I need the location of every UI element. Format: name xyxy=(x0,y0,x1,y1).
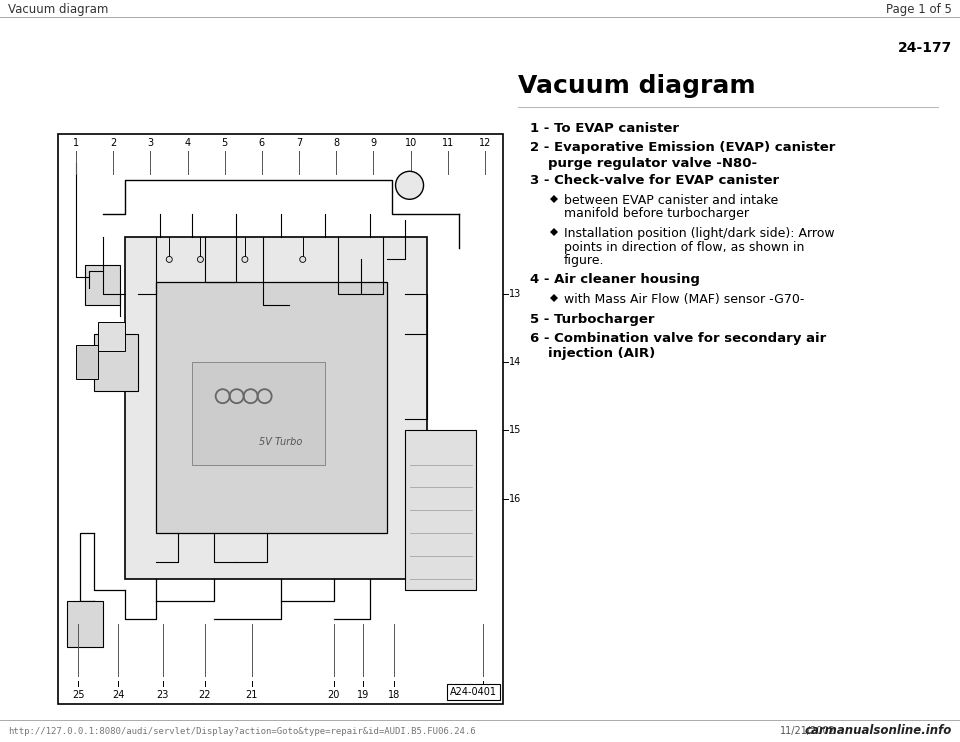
Text: 3 - Check-valve for EVAP canister: 3 - Check-valve for EVAP canister xyxy=(530,174,780,188)
Text: 12: 12 xyxy=(479,138,492,148)
Bar xyxy=(84,265,120,305)
Circle shape xyxy=(242,257,248,263)
Polygon shape xyxy=(550,294,558,302)
Text: 14: 14 xyxy=(509,357,521,367)
Text: 11/21/2002: 11/21/2002 xyxy=(780,726,836,736)
Text: purge regulator valve -N80-: purge regulator valve -N80- xyxy=(548,157,757,170)
Text: 15: 15 xyxy=(509,425,521,436)
Text: 2: 2 xyxy=(110,138,116,148)
Bar xyxy=(405,430,476,590)
Text: 23: 23 xyxy=(156,690,169,700)
Text: 5V Turbo: 5V Turbo xyxy=(259,437,302,447)
Text: 7: 7 xyxy=(296,138,302,148)
Text: 1: 1 xyxy=(73,138,79,148)
Bar xyxy=(191,362,325,464)
Text: Vacuum diagram: Vacuum diagram xyxy=(8,2,108,16)
Text: 6 - Combination valve for secondary air: 6 - Combination valve for secondary air xyxy=(530,332,827,345)
Text: Page 1 of 5: Page 1 of 5 xyxy=(886,2,952,16)
Text: 10: 10 xyxy=(404,138,417,148)
Text: 3: 3 xyxy=(147,138,154,148)
Text: 17: 17 xyxy=(477,690,490,700)
Text: Vacuum diagram: Vacuum diagram xyxy=(518,74,756,98)
Text: 1 - To EVAP canister: 1 - To EVAP canister xyxy=(530,122,679,135)
Text: A24-0401: A24-0401 xyxy=(450,687,497,697)
Text: 21: 21 xyxy=(246,690,258,700)
Text: injection (AIR): injection (AIR) xyxy=(548,347,656,361)
Text: 16: 16 xyxy=(509,493,521,504)
Bar xyxy=(76,345,98,379)
Text: 4: 4 xyxy=(184,138,191,148)
Text: with Mass Air Flow (MAF) sensor -G70-: with Mass Air Flow (MAF) sensor -G70- xyxy=(564,293,804,306)
Bar xyxy=(156,282,387,533)
Text: 8: 8 xyxy=(333,138,339,148)
Text: 11: 11 xyxy=(442,138,454,148)
Text: http://127.0.0.1:8080/audi/servlet/Display?action=Goto&type=repair&id=AUDI.B5.FU: http://127.0.0.1:8080/audi/servlet/Displ… xyxy=(8,726,475,735)
Text: 9: 9 xyxy=(371,138,376,148)
Bar xyxy=(67,602,103,647)
Text: figure.: figure. xyxy=(564,254,605,267)
Text: 24-177: 24-177 xyxy=(898,41,952,55)
Circle shape xyxy=(166,257,172,263)
Text: 20: 20 xyxy=(327,690,340,700)
Polygon shape xyxy=(550,195,558,203)
Text: 5 - Turbocharger: 5 - Turbocharger xyxy=(530,312,655,326)
Text: 4 - Air cleaner housing: 4 - Air cleaner housing xyxy=(530,274,700,286)
Text: 19: 19 xyxy=(357,690,369,700)
Circle shape xyxy=(396,171,423,200)
Bar xyxy=(93,333,138,390)
Text: 2 - Evaporative Emission (EVAP) canister: 2 - Evaporative Emission (EVAP) canister xyxy=(530,142,835,154)
Text: 25: 25 xyxy=(72,690,84,700)
Circle shape xyxy=(198,257,204,263)
Text: between EVAP canister and intake: between EVAP canister and intake xyxy=(564,194,779,207)
Text: 13: 13 xyxy=(509,289,521,298)
Text: 6: 6 xyxy=(259,138,265,148)
Bar xyxy=(98,322,125,351)
Circle shape xyxy=(300,257,305,263)
Text: 18: 18 xyxy=(388,690,400,700)
Text: 24: 24 xyxy=(112,690,124,700)
Text: 5: 5 xyxy=(222,138,228,148)
Text: 22: 22 xyxy=(199,690,211,700)
Text: manifold before turbocharger: manifold before turbocharger xyxy=(564,208,749,220)
Text: carmanualsonline.info: carmanualsonline.info xyxy=(804,724,952,738)
Bar xyxy=(58,134,503,704)
Text: points in direction of flow, as shown in: points in direction of flow, as shown in xyxy=(564,240,804,254)
Text: Installation position (light/dark side): Arrow: Installation position (light/dark side):… xyxy=(564,227,834,240)
Bar xyxy=(125,237,427,579)
Polygon shape xyxy=(550,228,558,236)
